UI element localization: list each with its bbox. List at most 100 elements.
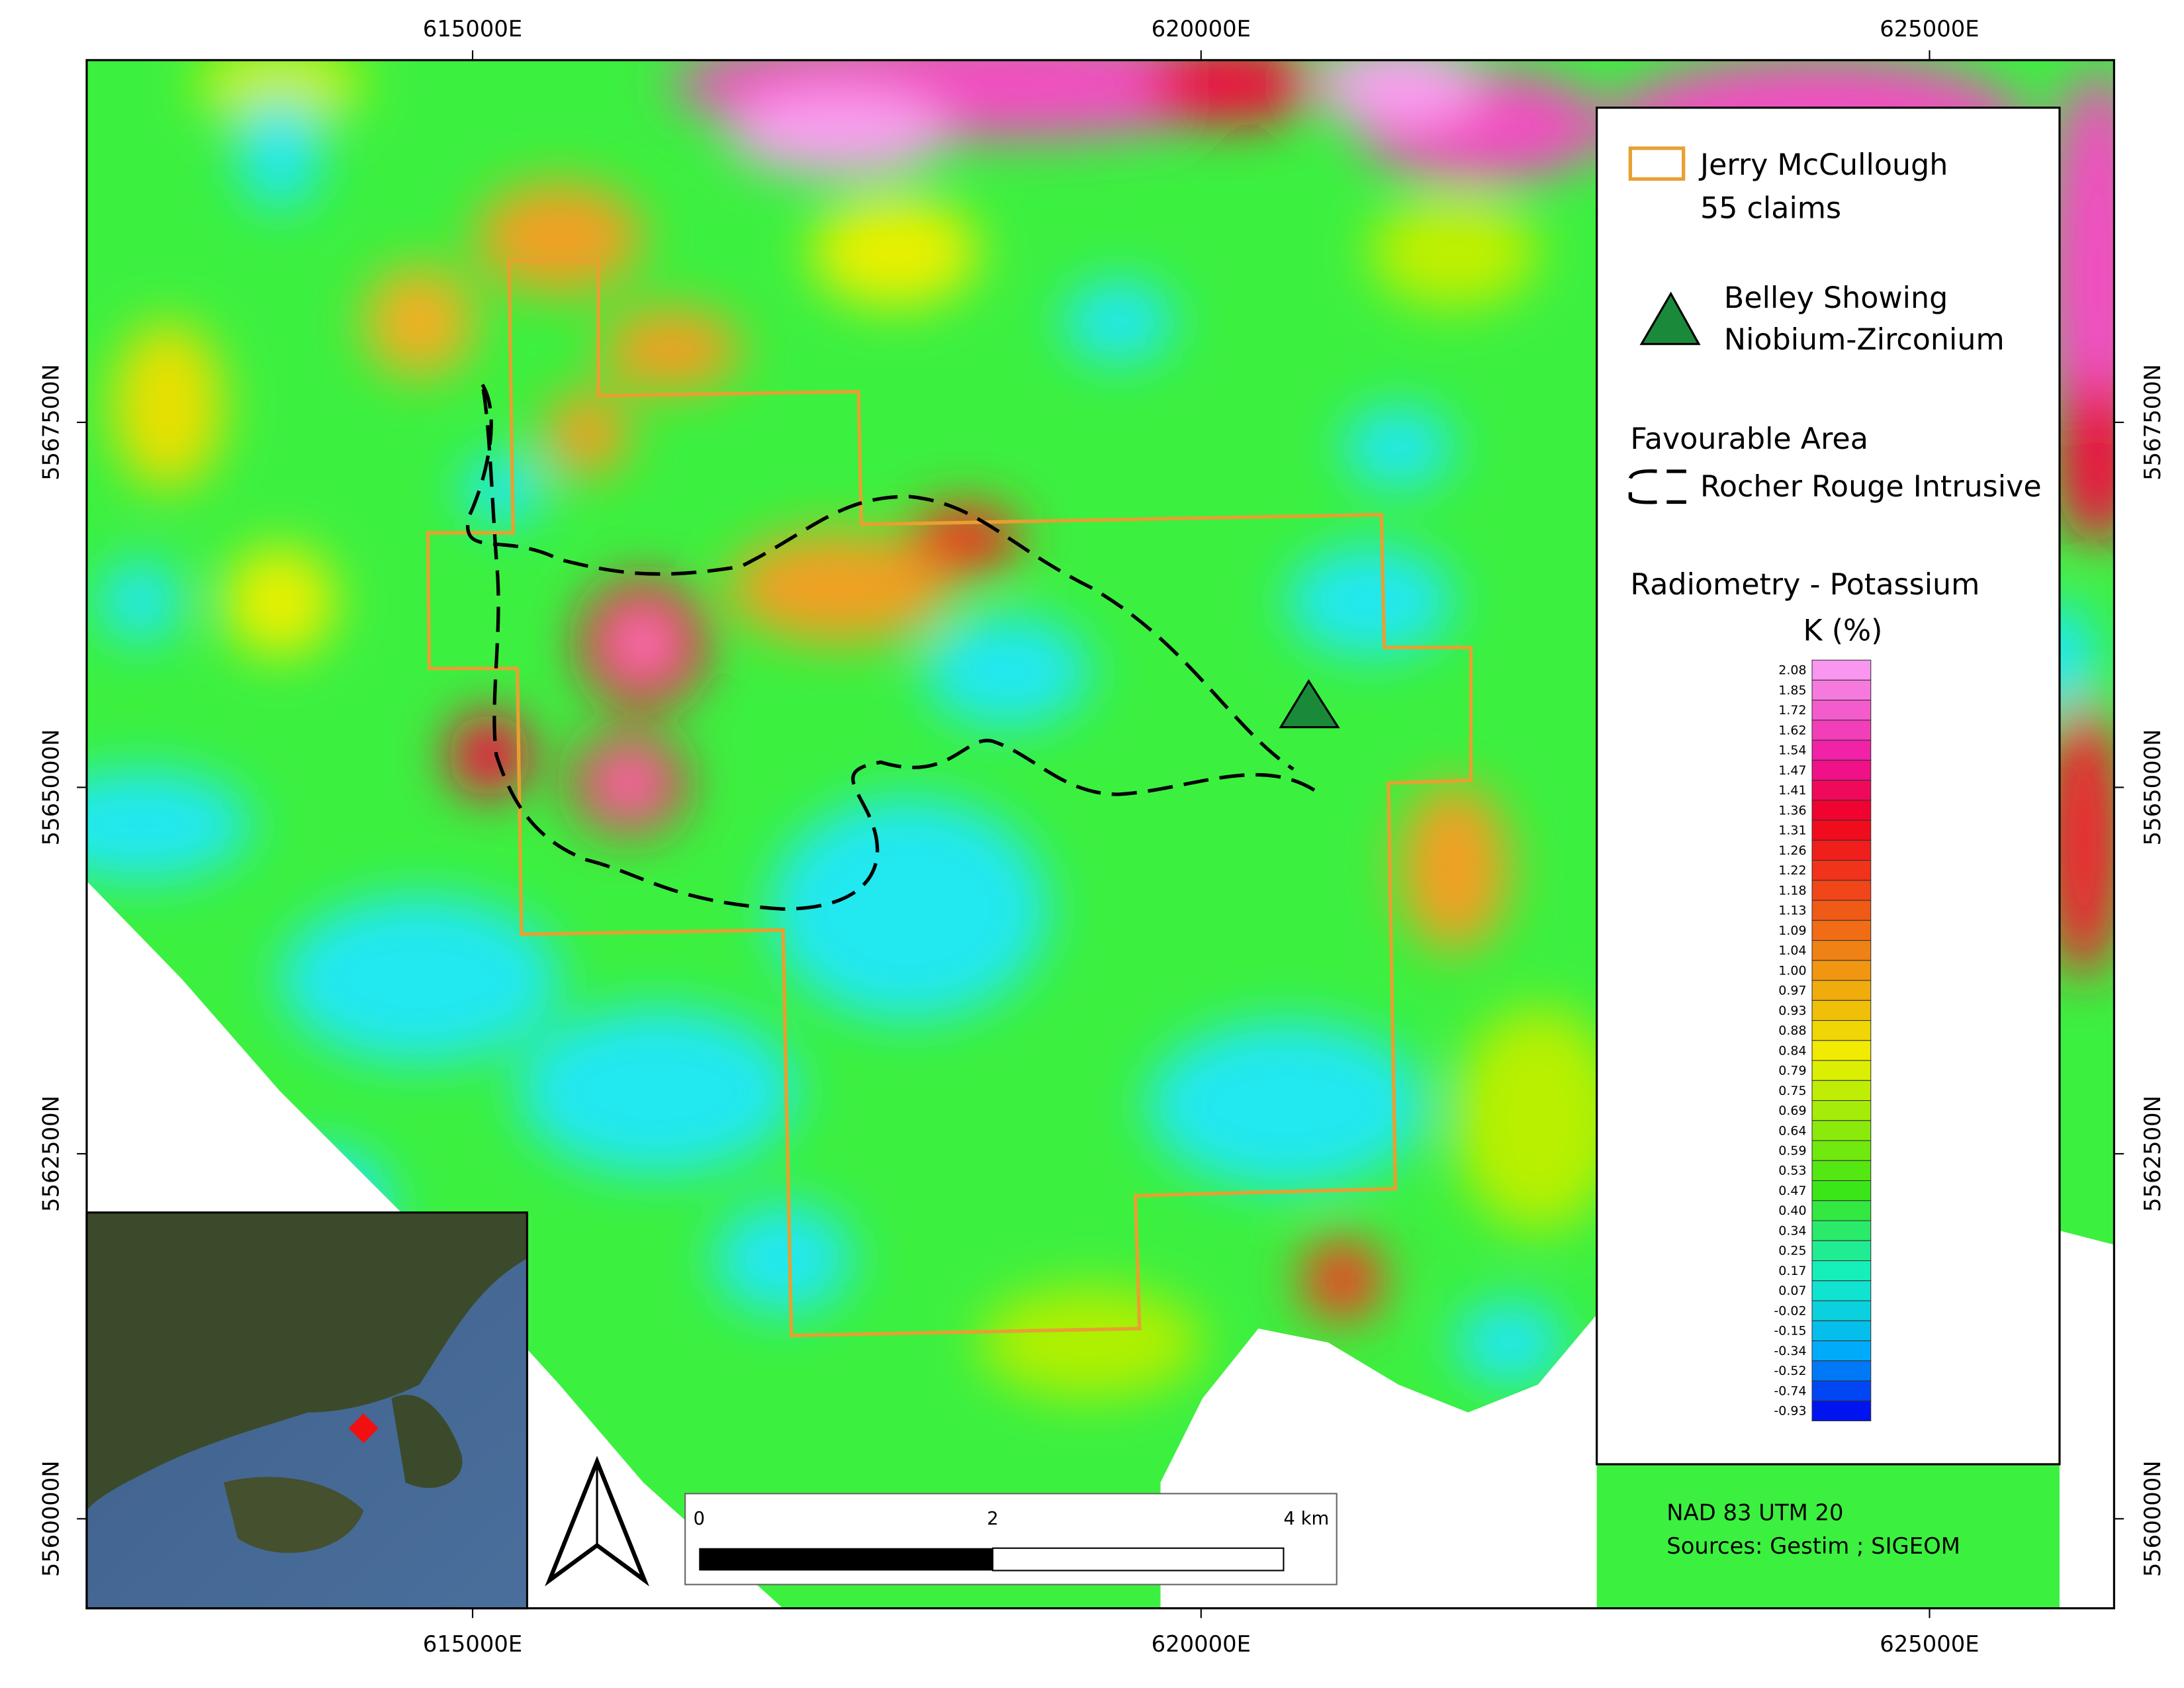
legend-text: Favourable Area bbox=[1630, 422, 1868, 456]
colorbar-swatch bbox=[1811, 1040, 1872, 1061]
raster-blob bbox=[1370, 195, 1538, 308]
colorbar-label: -0.74 bbox=[1774, 1383, 1806, 1398]
colorbar-swatch bbox=[1811, 1100, 1872, 1121]
raster-blob bbox=[545, 391, 629, 476]
colorbar-label: 0.07 bbox=[1778, 1284, 1806, 1298]
colorbar-label: 0.59 bbox=[1778, 1144, 1806, 1158]
colorbar-label: -0.93 bbox=[1774, 1404, 1806, 1419]
legend: Jerry McCullough 55 claims Belley Showin… bbox=[1596, 107, 2061, 1466]
raster-blob bbox=[1062, 279, 1175, 364]
raster-blob bbox=[713, 1202, 853, 1315]
raster-blob bbox=[1342, 405, 1455, 490]
colorbar-swatch bbox=[1811, 1240, 1872, 1262]
raster-blob bbox=[461, 454, 545, 525]
colorbar-swatch bbox=[1811, 1020, 1872, 1041]
colorbar-label: 1.09 bbox=[1778, 923, 1806, 938]
northing-label: 5567500N bbox=[38, 364, 64, 481]
colorbar-swatch bbox=[1811, 659, 1872, 680]
colorbar-swatch bbox=[1811, 880, 1872, 901]
legend-text: Niobium-Zirconium bbox=[1724, 323, 2005, 357]
raster-blob bbox=[86, 769, 252, 881]
colorbar-label: 0.84 bbox=[1778, 1043, 1806, 1058]
raster-blob bbox=[112, 321, 224, 490]
colorbar-swatch bbox=[1811, 1320, 1872, 1342]
colorbar-label: 1.26 bbox=[1778, 843, 1806, 858]
colorbar-label: 1.72 bbox=[1778, 703, 1806, 718]
raster-blob bbox=[621, 621, 666, 666]
legend-text: K (%) bbox=[1803, 614, 1883, 648]
scale-label: 4 km bbox=[1283, 1509, 1329, 1529]
colorbar-swatch bbox=[1811, 1340, 1872, 1362]
colorbar-label: 0.75 bbox=[1778, 1084, 1806, 1098]
raster-blob bbox=[811, 195, 979, 308]
colorbar-swatch bbox=[1811, 1080, 1872, 1102]
scale-label: 2 bbox=[987, 1509, 998, 1529]
northing-label: 5560000N bbox=[2140, 1460, 2165, 1577]
colorbar-swatch bbox=[1811, 1300, 1872, 1321]
colorbar-label: 0.69 bbox=[1778, 1103, 1806, 1118]
colorbar-label: 1.13 bbox=[1778, 904, 1806, 918]
raster-blob bbox=[224, 545, 336, 657]
raster-blob bbox=[447, 713, 531, 798]
colorbar-swatch bbox=[1811, 960, 1872, 981]
claims-outline bbox=[426, 258, 1473, 1338]
raster-blob bbox=[768, 797, 1049, 1021]
raster-blob bbox=[1286, 545, 1455, 657]
colorbar-swatch bbox=[1811, 1280, 1872, 1301]
raster-blob bbox=[1454, 1007, 1622, 1231]
colorbar-label: 0.40 bbox=[1778, 1203, 1806, 1218]
raster-blob bbox=[610, 763, 649, 803]
inset-map bbox=[85, 1211, 529, 1610]
raster-blob bbox=[97, 559, 182, 643]
colorbar-swatch bbox=[1811, 839, 1872, 861]
northing-label: 5565000N bbox=[38, 729, 64, 846]
favourable-area bbox=[465, 383, 1316, 911]
colorbar-swatch bbox=[1811, 1220, 1872, 1241]
raster-blob bbox=[517, 1007, 797, 1175]
colorbar-swatch bbox=[1811, 720, 1872, 741]
easting-label: 620000E bbox=[1152, 1631, 1251, 1657]
colorbar-label: 2.08 bbox=[1778, 663, 1806, 678]
scale-bar: 0 2 4 km bbox=[684, 1493, 1338, 1585]
colorbar-swatch bbox=[1811, 1160, 1872, 1182]
colorbar-swatch bbox=[1811, 900, 1872, 921]
footer-text: NAD 83 UTM 20 bbox=[1666, 1499, 1843, 1525]
raster-blob bbox=[195, 60, 364, 126]
showing-marker bbox=[1279, 679, 1340, 729]
colorbar-label: 0.64 bbox=[1778, 1123, 1806, 1138]
colorbar-label: 0.47 bbox=[1778, 1184, 1806, 1198]
easting-label: 615000E bbox=[423, 1631, 522, 1657]
colorbar-swatch bbox=[1811, 980, 1872, 1001]
colorbar-swatch bbox=[1811, 1400, 1872, 1422]
colorbar-swatch bbox=[1811, 1060, 1872, 1081]
northing-label: 5562500N bbox=[38, 1096, 64, 1212]
northing-label: 5567500N bbox=[2140, 364, 2165, 481]
colorbar-swatch bbox=[1811, 780, 1872, 801]
colorbar-label: 0.25 bbox=[1778, 1244, 1806, 1258]
raster-blob bbox=[727, 531, 951, 643]
raster-blob bbox=[1146, 60, 1314, 126]
colorbar-swatch bbox=[1811, 1360, 1872, 1382]
colorbar-label: 0.79 bbox=[1778, 1064, 1806, 1078]
colorbar-label: 1.04 bbox=[1778, 943, 1806, 958]
colorbar-label: 0.97 bbox=[1778, 984, 1806, 998]
colorbar-label: 1.62 bbox=[1778, 723, 1806, 737]
raster-blob bbox=[1398, 783, 1510, 951]
northing-label: 5565000N bbox=[2140, 729, 2165, 846]
raster-blob bbox=[238, 97, 322, 210]
colorbar-label: 1.00 bbox=[1778, 963, 1806, 978]
colorbar-label: -0.52 bbox=[1774, 1364, 1806, 1378]
colorbar-swatch bbox=[1811, 679, 1872, 701]
colorbar-swatch bbox=[1811, 1000, 1872, 1021]
colorbar-swatch bbox=[1811, 1380, 1872, 1401]
colorbar-label: 1.47 bbox=[1778, 763, 1806, 778]
colorbar-label: -0.15 bbox=[1774, 1324, 1806, 1338]
easting-label: 620000E bbox=[1152, 16, 1251, 42]
raster-blob bbox=[475, 181, 643, 294]
map-frame bbox=[85, 59, 2115, 1610]
colorbar-label: -0.34 bbox=[1774, 1344, 1806, 1358]
colorbar-label: 1.36 bbox=[1778, 803, 1806, 818]
north-arrow bbox=[545, 1456, 650, 1587]
